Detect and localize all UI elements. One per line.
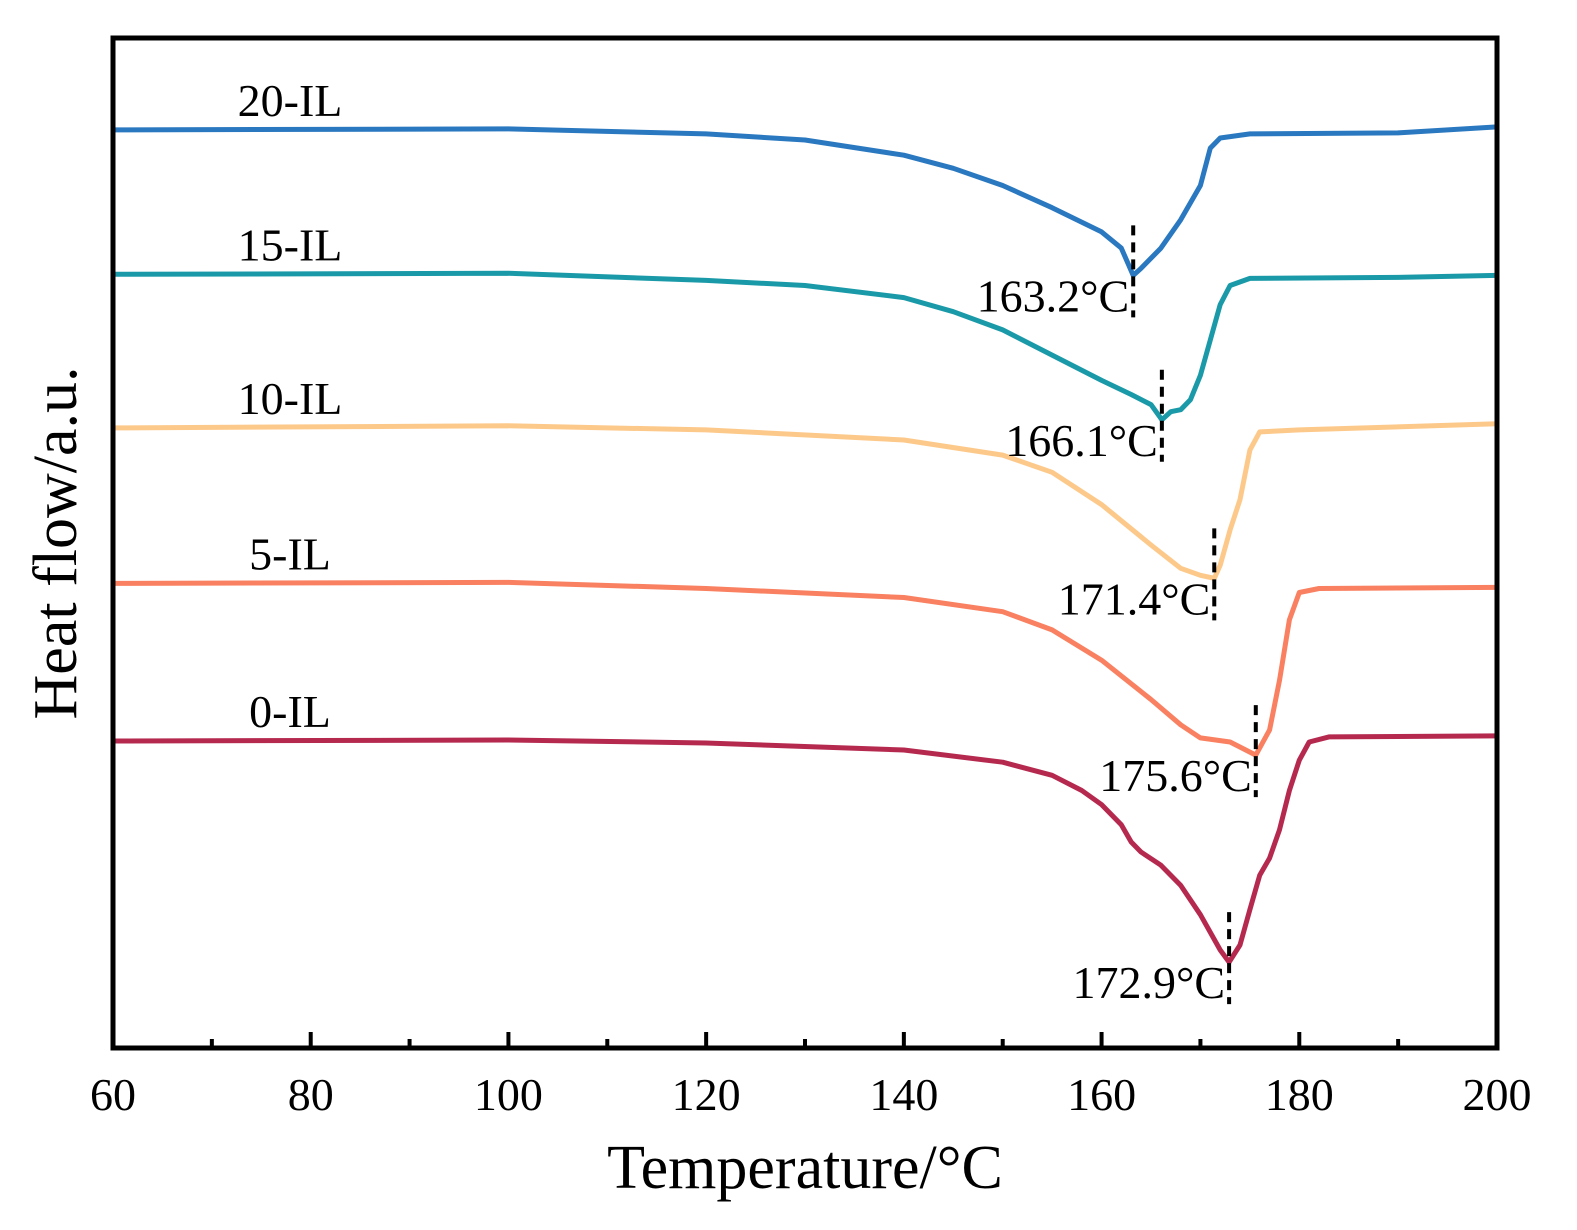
x-tick-label: 140 (869, 1069, 938, 1120)
peak-label: 172.9°C (1073, 957, 1226, 1008)
y-axis-label: Heat flow/a.u. (22, 367, 90, 720)
series-label: 5-IL (249, 528, 331, 579)
peak-label: 171.4°C (1058, 573, 1211, 624)
series-line (112, 270, 1498, 423)
peak-label: 166.1°C (1005, 415, 1158, 466)
x-tick-label: 160 (1067, 1069, 1136, 1120)
series-label: 15-IL (238, 219, 343, 270)
peak-label: 163.2°C (977, 270, 1130, 321)
series-label: 0-IL (249, 686, 331, 737)
series-line (112, 421, 1498, 581)
plot-frame (110, 35, 1500, 1051)
x-tick-label: 200 (1463, 1069, 1532, 1120)
series-label: 10-IL (238, 373, 343, 424)
x-tick-label: 100 (474, 1069, 543, 1120)
x-tick-label: 120 (672, 1069, 741, 1120)
x-axis-label: Temperature/°C (607, 1134, 1003, 1202)
x-tick-label: 80 (288, 1069, 334, 1120)
x-tick-label: 60 (90, 1069, 136, 1120)
series-line (112, 579, 1498, 758)
series-line (112, 124, 1498, 278)
series-line (112, 733, 1498, 965)
series-label: 20-IL (238, 75, 343, 126)
x-tick-label: 180 (1265, 1069, 1334, 1120)
peak-label: 175.6°C (1099, 750, 1252, 801)
